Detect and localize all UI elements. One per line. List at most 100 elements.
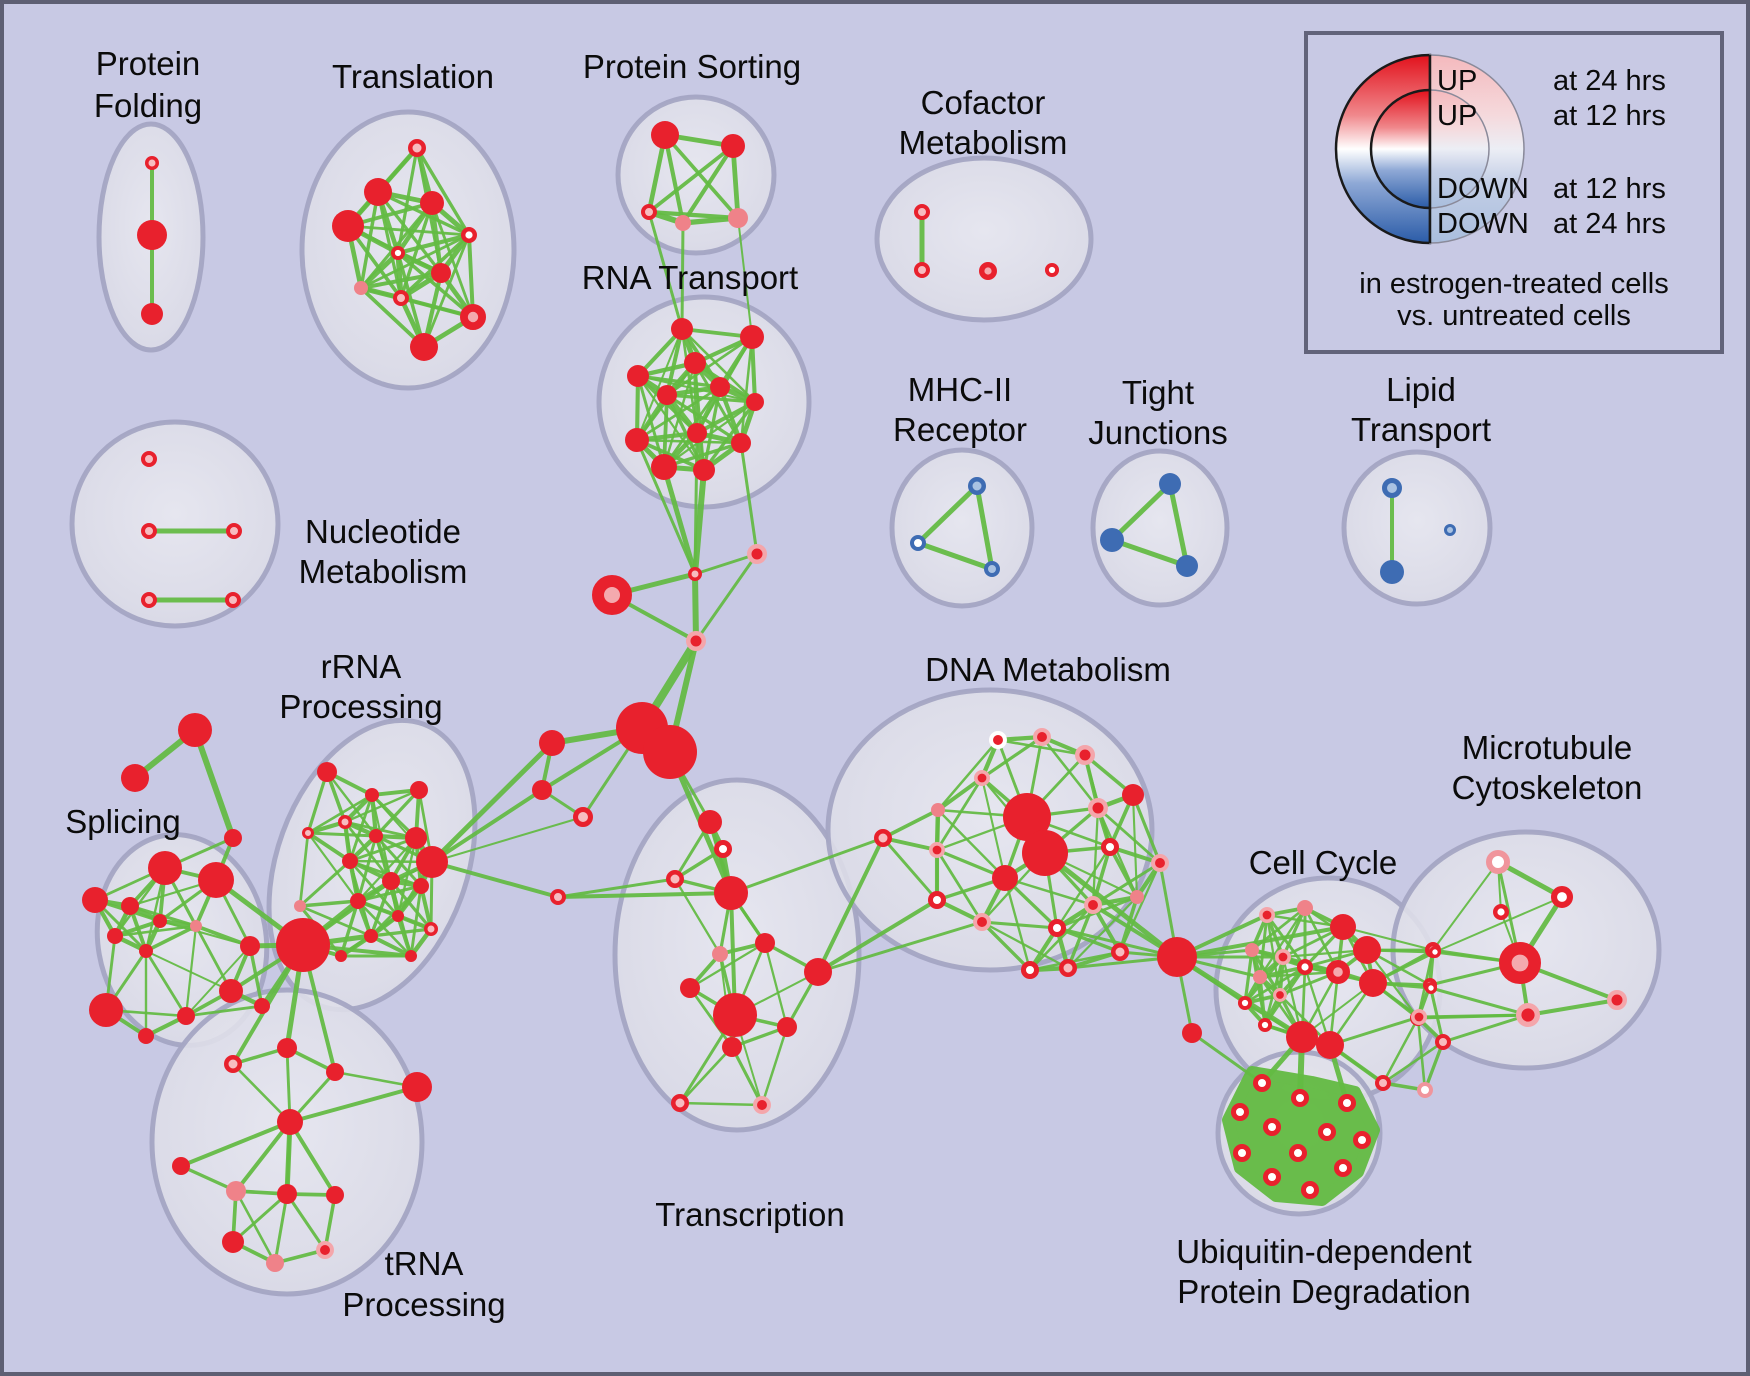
gene-node-transcription[interactable] <box>698 810 722 834</box>
gene-node-microtubule-cytoskeleton[interactable] <box>1515 1003 1540 1028</box>
gene-node-dna-metabolism[interactable] <box>928 841 945 858</box>
gene-node-translation[interactable] <box>354 281 368 295</box>
gene-node-trna-processing[interactable] <box>226 1181 246 1201</box>
gene-node-translation[interactable] <box>461 226 478 243</box>
gene-node-cell-cycle[interactable] <box>1375 1075 1391 1091</box>
gene-node-dna-metabolism[interactable] <box>1100 837 1120 857</box>
gene-node-dna-metabolism[interactable] <box>1033 728 1051 746</box>
gene-node-connector[interactable] <box>643 725 697 779</box>
gene-node-cofactor-metabolism[interactable] <box>914 204 930 220</box>
gene-node-ubiquitin-degradation[interactable] <box>1252 1073 1272 1093</box>
gene-node-trna-processing[interactable] <box>224 1055 242 1073</box>
gene-node-lipid-transport[interactable] <box>1380 560 1404 584</box>
gene-node-dna-metabolism[interactable] <box>927 890 947 910</box>
gene-node-cofactor-metabolism[interactable] <box>914 262 930 278</box>
gene-node-connector[interactable] <box>686 631 706 651</box>
gene-node-connector[interactable] <box>276 918 330 972</box>
gene-node-cell-cycle[interactable] <box>1325 959 1350 984</box>
gene-node-lipid-transport[interactable] <box>1382 478 1402 498</box>
gene-node-trna-processing[interactable] <box>277 1109 303 1135</box>
gene-node-dna-metabolism[interactable] <box>1151 854 1169 872</box>
gene-node-rrna-processing[interactable] <box>364 929 378 943</box>
gene-node-rna-transport[interactable] <box>671 318 693 340</box>
gene-node-cofactor-metabolism[interactable] <box>1044 262 1060 278</box>
gene-node-protein-folding[interactable] <box>141 303 163 325</box>
gene-node-transcription[interactable] <box>777 1017 797 1037</box>
gene-node-translation[interactable] <box>459 303 486 330</box>
gene-node-rna-transport[interactable] <box>710 377 730 397</box>
gene-node-splicing[interactable] <box>139 944 153 958</box>
gene-node-cofactor-metabolism[interactable] <box>979 262 998 281</box>
gene-node-trna-processing[interactable] <box>266 1254 284 1272</box>
gene-node-dna-metabolism[interactable] <box>1084 896 1102 914</box>
gene-node-rrna-processing[interactable] <box>342 853 358 869</box>
gene-node-protein-folding[interactable] <box>137 220 167 250</box>
gene-node-ubiquitin-degradation[interactable] <box>1337 1093 1357 1113</box>
gene-node-microtubule-cytoskeleton[interactable] <box>1550 885 1574 909</box>
gene-node-rrna-processing[interactable] <box>413 878 429 894</box>
gene-node-transcription[interactable] <box>680 978 700 998</box>
gene-node-dna-metabolism[interactable] <box>1130 890 1144 904</box>
gene-node-ubiquitin-degradation[interactable] <box>1333 1158 1353 1178</box>
gene-node-dna-metabolism[interactable] <box>992 865 1018 891</box>
gene-node-translation[interactable] <box>364 178 392 206</box>
gene-node-ubiquitin-degradation[interactable] <box>1352 1130 1372 1150</box>
gene-node-cell-cycle[interactable] <box>1435 1034 1451 1050</box>
gene-node-transcription[interactable] <box>713 993 757 1037</box>
gene-node-transcription[interactable] <box>712 946 728 962</box>
gene-node-trna-processing[interactable] <box>277 1184 297 1204</box>
gene-node-dna-metabolism[interactable] <box>1003 793 1051 841</box>
gene-node-cell-cycle[interactable] <box>1286 1021 1318 1053</box>
gene-node-protein-sorting[interactable] <box>728 208 748 228</box>
gene-node-cell-cycle[interactable] <box>1296 959 1313 976</box>
gene-node-translation[interactable] <box>420 191 444 215</box>
gene-node-transcription[interactable] <box>666 870 684 888</box>
gene-node-rna-transport[interactable] <box>657 385 677 405</box>
gene-node-translation[interactable] <box>408 139 426 157</box>
gene-node-nucleotide-metabolism[interactable] <box>141 592 157 608</box>
gene-node-rna-transport[interactable] <box>625 428 649 452</box>
gene-node-trna-processing[interactable] <box>222 1231 244 1253</box>
gene-node-tight-junctions[interactable] <box>1100 528 1124 552</box>
gene-node-transcription[interactable] <box>722 1037 742 1057</box>
gene-node-nucleotide-metabolism[interactable] <box>141 523 157 539</box>
gene-node-ubiquitin-degradation[interactable] <box>1317 1122 1337 1142</box>
gene-node-rrna-processing[interactable] <box>302 827 314 839</box>
gene-node-microtubule-cytoskeleton[interactable] <box>1425 982 1438 995</box>
gene-node-trna-processing[interactable] <box>402 1072 432 1102</box>
gene-node-connector[interactable] <box>532 780 552 800</box>
gene-node-protein-sorting[interactable] <box>651 121 679 149</box>
gene-node-splicing[interactable] <box>138 1028 154 1044</box>
gene-node-connector[interactable] <box>592 575 632 615</box>
gene-node-translation[interactable] <box>431 263 451 283</box>
gene-node-transcription[interactable] <box>804 958 832 986</box>
gene-node-connector[interactable] <box>1182 1023 1202 1043</box>
gene-node-connector[interactable] <box>178 713 212 747</box>
gene-node-tight-junctions[interactable] <box>1176 555 1198 577</box>
gene-node-microtubule-cytoskeleton[interactable] <box>1492 904 1509 921</box>
gene-node-rrna-processing[interactable] <box>365 788 379 802</box>
gene-node-rrna-processing[interactable] <box>294 900 306 912</box>
gene-node-cell-cycle[interactable] <box>1237 995 1253 1011</box>
gene-node-rna-transport[interactable] <box>687 423 707 443</box>
gene-node-cell-cycle[interactable] <box>1417 1082 1433 1098</box>
gene-node-ubiquitin-degradation[interactable] <box>1232 1143 1252 1163</box>
gene-node-rrna-processing[interactable] <box>338 815 352 829</box>
gene-node-ubiquitin-degradation[interactable] <box>1230 1102 1250 1122</box>
gene-node-splicing[interactable] <box>107 928 123 944</box>
gene-node-rna-transport[interactable] <box>731 433 751 453</box>
gene-node-microtubule-cytoskeleton[interactable] <box>1429 946 1442 959</box>
gene-node-nucleotide-metabolism[interactable] <box>141 451 157 467</box>
gene-node-connector[interactable] <box>224 829 242 847</box>
gene-node-mhc-ii-receptor[interactable] <box>910 535 926 551</box>
gene-node-splicing[interactable] <box>153 914 167 928</box>
gene-node-cell-cycle[interactable] <box>1253 970 1267 984</box>
gene-node-dna-metabolism[interactable] <box>1047 918 1067 938</box>
gene-node-protein-sorting[interactable] <box>641 204 657 220</box>
gene-node-microtubule-cytoskeleton[interactable] <box>1607 990 1627 1010</box>
gene-node-translation[interactable] <box>410 333 438 361</box>
gene-node-rrna-processing[interactable] <box>317 762 337 782</box>
gene-node-rrna-processing[interactable] <box>410 781 428 799</box>
gene-node-dna-metabolism[interactable] <box>1075 745 1095 765</box>
gene-node-trna-processing[interactable] <box>316 1241 334 1259</box>
